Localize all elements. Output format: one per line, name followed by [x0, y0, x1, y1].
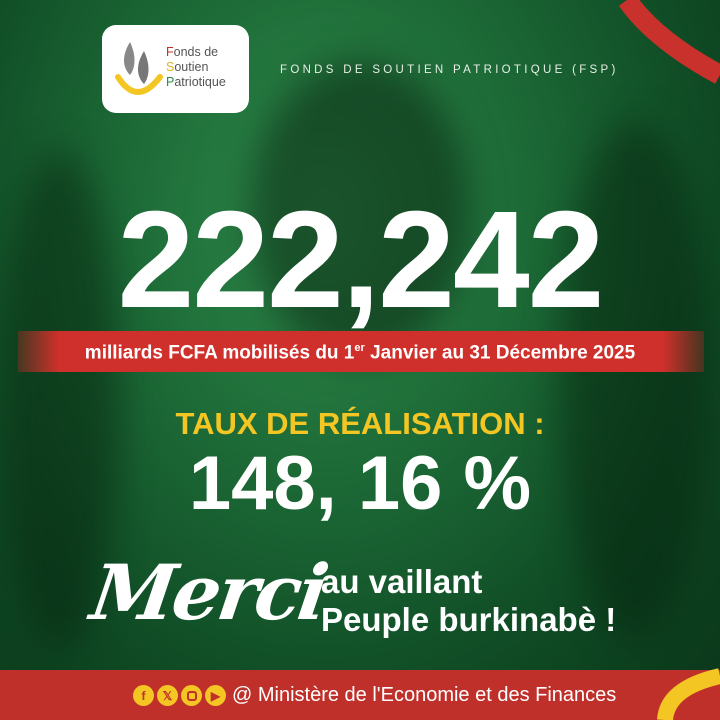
background-soldier: [560, 120, 710, 640]
subtitle-sup: er: [354, 342, 365, 354]
logo-line-3: Patriotique: [166, 75, 226, 89]
facebook-icon[interactable]: f: [133, 685, 154, 706]
x-icon[interactable]: 𝕏: [157, 685, 178, 706]
amount-mobilized: 222,242: [117, 183, 605, 337]
logo-drops-icon: [115, 42, 163, 95]
footer-credit: @ Ministère de l'Economie et des Finance…: [232, 684, 617, 706]
background-soldier: [0, 150, 120, 650]
header-title: FONDS DE SOUTIEN PATRIOTIQUE (FSP): [280, 64, 619, 76]
logo-text: Fonds de Soutien Patriotique: [166, 45, 226, 90]
social-icons: f 𝕏 ▶: [133, 685, 226, 706]
subtitle-text-end: Janvier au 31 Décembre 2025: [364, 342, 636, 364]
subtitle-text: milliards FCFA mobilisés du 1: [84, 342, 355, 364]
background-soldier: [250, 60, 470, 360]
rate-value: 148, 16 %: [188, 441, 532, 526]
instagram-icon[interactable]: [181, 685, 202, 706]
decorative-red-arc: [618, 0, 720, 84]
thanks-text: au vaillant Peuple burkinabè !: [321, 563, 616, 639]
logo-line-1: Fonds de: [166, 45, 219, 59]
decorative-yellow-arc: [657, 668, 720, 720]
thanks-line-2: Peuple burkinabè !: [321, 601, 617, 638]
rate-label: TAUX DE RÉALISATION :: [175, 406, 545, 441]
subtitle-band: [18, 331, 704, 372]
footer-bar: [0, 670, 720, 720]
logo-line-2: Soutien: [166, 60, 209, 74]
subtitle: milliards FCFA mobilisés du 1er Janvier …: [0, 342, 720, 364]
thanks-line-1: au vaillant: [321, 563, 483, 600]
merci-script: Merci: [85, 548, 331, 637]
youtube-icon[interactable]: ▶: [205, 685, 226, 706]
fsp-logo: Fonds de Soutien Patriotique: [102, 25, 249, 113]
